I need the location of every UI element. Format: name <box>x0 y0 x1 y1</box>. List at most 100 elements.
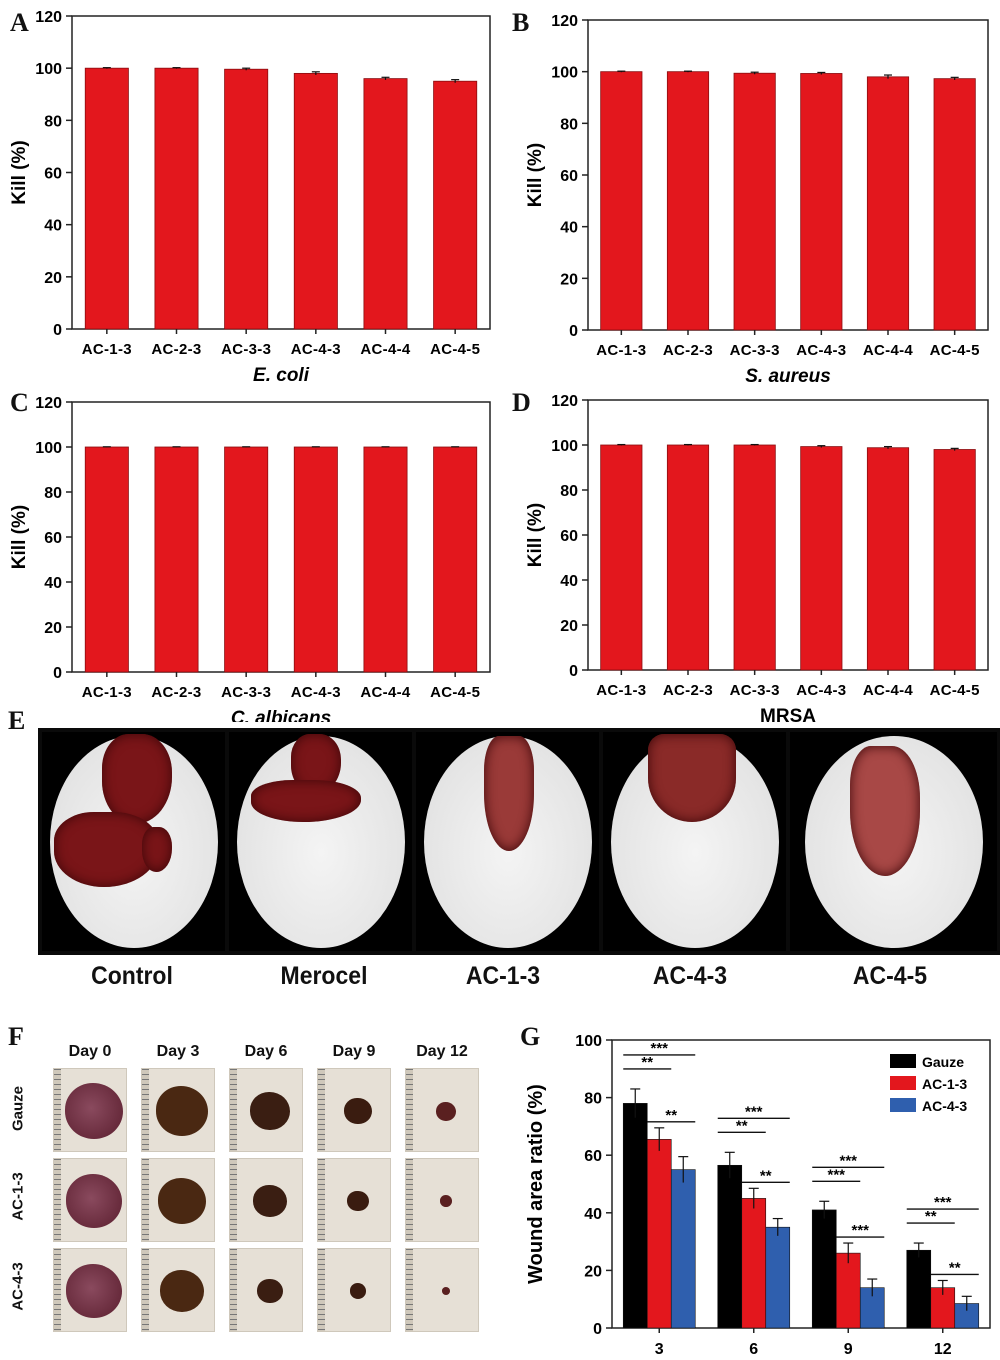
bar <box>800 73 843 331</box>
y-tick-label: 20 <box>44 270 62 287</box>
y-tick-label: 80 <box>584 1091 602 1108</box>
x-tick-label: 9 <box>844 1341 853 1358</box>
plot-frame <box>587 399 989 671</box>
panel-letter-b: B <box>512 8 530 37</box>
x-tick-label: 6 <box>749 1341 758 1358</box>
x-tick-label: AC-1-3 <box>82 341 132 358</box>
wound-photo <box>141 1068 215 1152</box>
plot-frame <box>587 19 989 331</box>
y-tick-label: 100 <box>35 61 62 78</box>
ruler <box>230 1159 237 1241</box>
y-tick-label: 40 <box>584 1206 602 1223</box>
wound-photo <box>141 1158 215 1242</box>
significance-marker: *** <box>745 1103 763 1120</box>
blood-clot <box>648 734 736 822</box>
wound <box>436 1101 456 1121</box>
bar <box>84 67 129 330</box>
panel-letter-e: E <box>8 706 26 735</box>
x-tick-label: AC-2-3 <box>151 684 201 701</box>
x-tick-label: AC-4-5 <box>430 684 480 701</box>
photo-ac-4-3 <box>603 732 786 951</box>
photo-label-merocel: Merocel <box>280 962 368 990</box>
y-tick-label: 100 <box>575 1033 602 1050</box>
legend-swatch <box>890 1054 916 1068</box>
y-tick-label: 60 <box>560 168 578 185</box>
plot-frame <box>611 1039 991 1329</box>
chart-d-kill-mrsa: 0 20 40 60 80 100 120 AC-1-3 AC-2-3 AC-3-3 AC-4-3 A… <box>525 393 989 722</box>
significance-marker: *** <box>839 1152 857 1169</box>
wound-photo <box>53 1068 127 1152</box>
row-label-ac-1-3: AC-1-3 <box>9 1172 27 1221</box>
bar-ac-4-3 <box>765 1226 791 1329</box>
y-tick-label: 120 <box>35 395 62 412</box>
chart-a-kill-ecoli: 0 20 40 60 80 100 120 AC-1-3 AC-2-3 AC-3-3 AC-4-3 A… <box>9 9 491 386</box>
x-tick-label: AC-4-5 <box>430 341 480 358</box>
y-tick-label: 60 <box>44 530 62 547</box>
y-tick-label: 60 <box>44 166 62 183</box>
legend-swatch <box>890 1098 916 1112</box>
plot-frame <box>71 15 491 330</box>
row-label-gauze: Gauze <box>9 1086 27 1132</box>
ruler <box>406 1159 413 1241</box>
x-tick-label: AC-4-4 <box>863 682 913 699</box>
y-tick-label: 80 <box>560 116 578 133</box>
bar <box>666 444 710 671</box>
legend-label: AC-4-3 <box>922 1098 967 1114</box>
bar <box>224 446 269 673</box>
ruler <box>318 1249 325 1331</box>
x-axis-title: S. aureus <box>745 366 831 387</box>
bar <box>363 78 408 330</box>
bar <box>933 78 976 331</box>
ruler <box>142 1249 149 1331</box>
y-tick-label: 0 <box>53 322 62 339</box>
y-tick-label: 40 <box>560 573 578 590</box>
y-tick-label: 60 <box>560 528 578 545</box>
bar <box>84 446 129 673</box>
wound <box>347 1190 369 1212</box>
wound-photo <box>317 1248 391 1332</box>
x-tick-label: AC-2-3 <box>151 341 201 358</box>
wound <box>257 1278 283 1304</box>
bar <box>363 446 408 673</box>
x-tick-label: AC-4-3 <box>796 682 846 699</box>
wound-photo <box>317 1068 391 1152</box>
x-tick-label: AC-4-5 <box>930 342 980 359</box>
photo-merocel <box>229 732 412 951</box>
y-tick-label: 20 <box>560 618 578 635</box>
blood-clot <box>850 746 920 876</box>
wound <box>66 1174 122 1228</box>
bar <box>933 449 976 671</box>
bar <box>600 71 643 331</box>
day-label: Day 9 <box>332 1043 376 1060</box>
x-tick-label: AC-4-3 <box>796 342 846 359</box>
bar <box>433 80 478 330</box>
ruler <box>230 1249 237 1331</box>
ruler <box>54 1159 61 1241</box>
blood-clot <box>484 736 534 851</box>
photo-label-ac-4-5: AC-4-5 <box>852 962 928 990</box>
wound-photo <box>405 1248 479 1332</box>
significance-marker: ** <box>641 1054 653 1071</box>
bar <box>293 72 338 330</box>
y-axis-title: Kill (%) <box>9 140 30 204</box>
wound <box>253 1184 287 1218</box>
blood-clot <box>142 827 172 872</box>
y-tick-label: 40 <box>44 575 62 592</box>
ruler <box>142 1159 149 1241</box>
x-tick-label: AC-3-3 <box>730 342 780 359</box>
x-tick-label: 12 <box>934 1341 952 1358</box>
wound-photo <box>229 1248 303 1332</box>
day-label: Day 12 <box>416 1043 468 1060</box>
wound <box>160 1270 204 1312</box>
bar-ac-4-3 <box>670 1169 696 1329</box>
y-axis-title: Kill (%) <box>9 505 30 569</box>
y-tick-label: 100 <box>551 438 578 455</box>
bar-gauze <box>906 1249 932 1329</box>
y-tick-label: 80 <box>44 485 62 502</box>
day-label: Day 6 <box>244 1043 288 1060</box>
y-tick-label: 120 <box>551 13 578 30</box>
legend-label: AC-1-3 <box>922 1076 967 1092</box>
blood-clot <box>54 812 159 887</box>
x-axis-title: E. coli <box>253 365 310 386</box>
